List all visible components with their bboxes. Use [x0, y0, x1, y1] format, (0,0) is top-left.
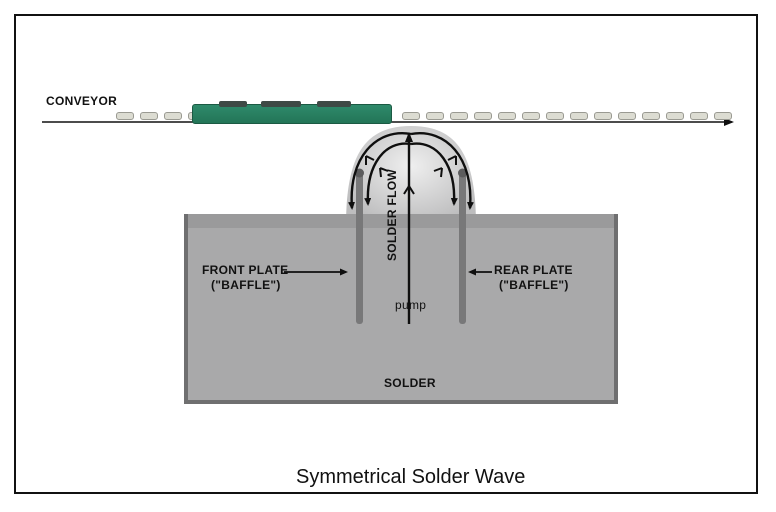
label-rear-plate-sub: ("BAFFLE")	[499, 278, 569, 292]
label-front-plate-sub: ("BAFFLE")	[211, 278, 281, 292]
conveyor-segment	[474, 112, 492, 120]
conveyor-segment	[116, 112, 134, 120]
label-solder-flow: SOLDER FLOW	[385, 169, 399, 261]
diagram-frame: CONVEYOR FRONT PLATE ("BAFFLE") REAR PLA…	[14, 14, 758, 494]
label-solder: SOLDER	[384, 376, 436, 390]
conveyor-segment	[426, 112, 444, 120]
pcb-component	[261, 101, 301, 107]
conveyor-segment	[642, 112, 660, 120]
pcb-component	[317, 101, 351, 107]
label-conveyor: CONVEYOR	[46, 94, 117, 108]
conveyor-segment	[546, 112, 564, 120]
label-rear-plate: REAR PLATE	[494, 263, 573, 277]
conveyor-segment	[666, 112, 684, 120]
conveyor-segment	[714, 112, 732, 120]
pcb-on-conveyor	[192, 104, 392, 124]
conveyor-segment	[402, 112, 420, 120]
conveyor-segment	[618, 112, 636, 120]
conveyor-segment	[164, 112, 182, 120]
conveyor-segment	[498, 112, 516, 120]
pcb-component	[219, 101, 247, 107]
label-front-plate: FRONT PLATE	[202, 263, 288, 277]
conveyor-segment	[140, 112, 158, 120]
conveyor-segment	[450, 112, 468, 120]
conveyor-segment	[594, 112, 612, 120]
label-pump: pump	[395, 298, 426, 312]
conveyor-segment	[690, 112, 708, 120]
conveyor-segment	[522, 112, 540, 120]
conveyor-segment	[570, 112, 588, 120]
figure-caption: Symmetrical Solder Wave	[296, 466, 525, 489]
